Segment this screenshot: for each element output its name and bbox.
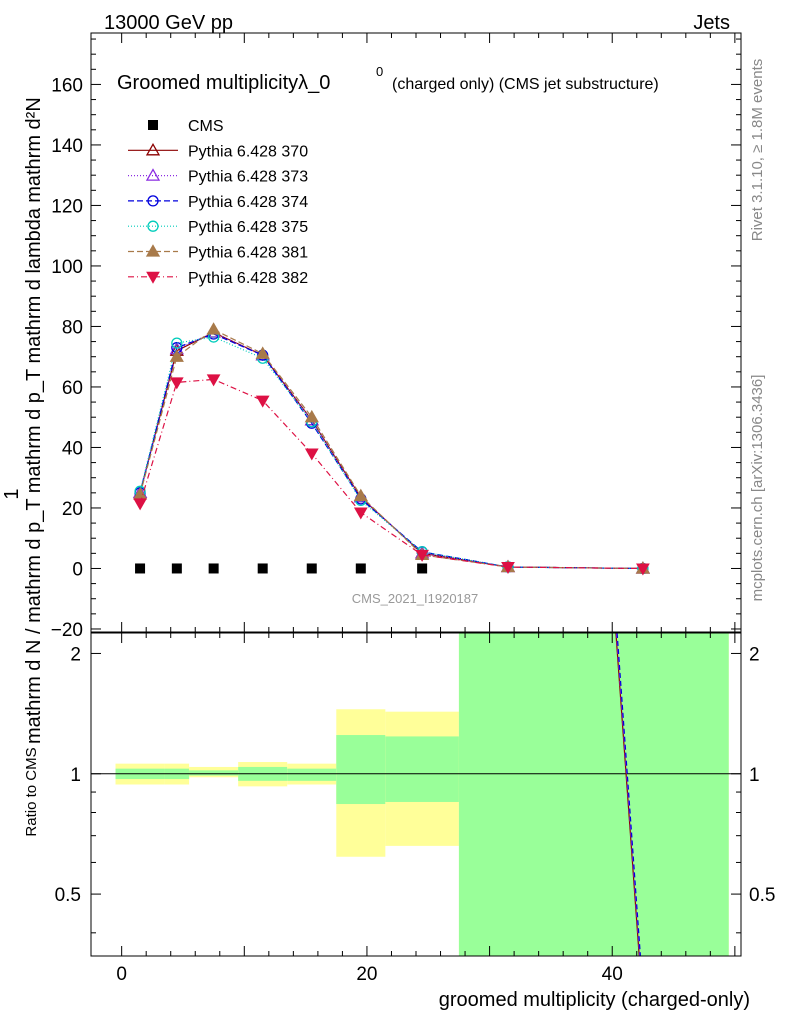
ratio-y-tick-label: 1 — [70, 765, 81, 786]
ratio-panel: 0.5 0.51 12 20 20 40 Ratio to CMS groomed mul… — [23, 632, 775, 1011]
series-line — [139, 328, 643, 570]
ratio-y-label: Ratio to CMS — [23, 747, 40, 836]
legend-marker — [147, 195, 159, 207]
ratio-stat-band — [287, 768, 337, 781]
data-point — [304, 448, 319, 461]
legend: CMS Pythia 6.428 370 Pythia 6.428 373 Pythi… — [128, 118, 308, 287]
ratio-y-tick-label: 0.5 — [55, 885, 81, 906]
chart-subtitle: (charged only) (CMS jet substructure) — [392, 76, 659, 93]
y-axis-label-top: mathrm d²N — [23, 97, 45, 203]
data-point — [255, 346, 270, 359]
ratio-y-tick-label: 0.5 — [749, 885, 775, 906]
legend-label: Pythia 6.428 374 — [188, 194, 308, 211]
y-tick-label: 0 — [72, 559, 83, 580]
data-point — [255, 395, 270, 408]
data-point — [171, 563, 182, 574]
data-point — [169, 377, 184, 390]
data-point — [206, 322, 221, 335]
legend-marker — [148, 120, 158, 130]
data-point — [304, 409, 319, 423]
data-point — [355, 563, 366, 574]
legend-marker — [146, 271, 160, 284]
series-line — [139, 378, 643, 570]
y-axis-label-denominator: mathrm d N / mathrm d p_T mathrm d p_T m… — [23, 207, 45, 744]
ratio-y-tick-label: 2 — [70, 644, 81, 665]
process-label: Jets — [693, 12, 730, 34]
legend-label: Pythia 6.428 381 — [188, 245, 308, 262]
legend-label: Pythia 6.428 382 — [188, 270, 308, 287]
data-point — [353, 507, 368, 520]
data-point — [501, 562, 515, 575]
ratio-stat-band — [458, 633, 729, 956]
ratio-y-tick-label: 2 — [749, 644, 760, 665]
ratio-stat-band — [189, 770, 239, 776]
data-point — [169, 349, 184, 362]
ratio-stat-band — [336, 735, 386, 805]
y-tick-label: 120 — [51, 196, 83, 217]
legend-marker — [145, 244, 161, 257]
legend-label: Pythia 6.428 373 — [188, 169, 308, 186]
y-tick-label: 40 — [62, 438, 83, 459]
y-axis-label-numerator: 1 — [1, 488, 23, 499]
ratio-y-tick-label: 1 — [749, 765, 760, 786]
chart-title-superscript: 0 — [376, 64, 383, 79]
rivet-label: Rivet 3.1.10, ≥ 1.8M events — [749, 59, 766, 242]
y-tick-label: 80 — [62, 317, 83, 338]
data-point — [415, 549, 429, 562]
x-tick-label: 0 — [116, 964, 127, 985]
y-tick-label: 20 — [62, 499, 83, 520]
x-tick-label: 40 — [602, 964, 623, 985]
y-tick-label: 100 — [51, 257, 83, 278]
mcplots-label: mcplots.cern.ch [arXiv:1306.3436] — [749, 375, 766, 602]
data-point — [133, 498, 147, 511]
legend-label: Pythia 6.428 375 — [188, 219, 308, 236]
data-point — [208, 563, 219, 574]
analysis-id: CMS_2021_I1920187 — [352, 591, 479, 606]
series-line — [139, 331, 643, 570]
legend-marker — [147, 220, 159, 232]
legend-marker — [145, 142, 161, 156]
x-tick-label: 20 — [356, 964, 377, 985]
chart-title: Groomed multiplicityλ_0 — [117, 72, 330, 94]
data-point — [135, 563, 146, 574]
data-point — [353, 488, 368, 502]
legend-marker — [145, 168, 161, 181]
data-point — [306, 563, 317, 574]
series-line — [139, 336, 643, 570]
series-line — [139, 331, 643, 570]
energy-label: 13000 GeV pp — [104, 12, 233, 34]
data-point — [636, 563, 650, 576]
data-point — [257, 563, 268, 574]
data-point — [417, 563, 428, 574]
ratio-stat-band — [385, 736, 459, 802]
legend-label: CMS — [188, 118, 224, 135]
series-line — [139, 333, 643, 570]
y-tick-label: −20 — [51, 620, 83, 641]
y-tick-label: 60 — [62, 378, 83, 399]
ratio-curve — [616, 632, 642, 957]
legend-label: Pythia 6.428 370 — [188, 143, 308, 160]
data-point — [171, 337, 183, 349]
x-axis-label: groomed multiplicity (charged-only) — [439, 989, 750, 1011]
data-point — [206, 374, 221, 387]
y-tick-label: 140 — [51, 136, 83, 157]
y-tick-label: 160 — [51, 75, 83, 96]
